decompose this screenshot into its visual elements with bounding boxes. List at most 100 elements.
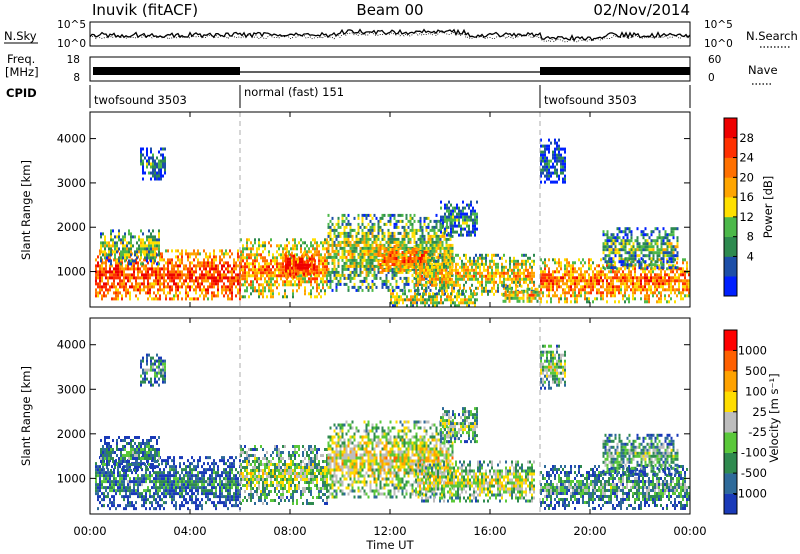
- data-cell: [580, 294, 582, 298]
- data-cell: [424, 301, 426, 305]
- data-cell: [141, 264, 143, 268]
- data-cell: [173, 264, 175, 268]
- data-cell: [451, 261, 454, 265]
- data-cell: [508, 299, 511, 303]
- data-cell: [347, 249, 350, 253]
- data-cell: [676, 279, 678, 283]
- data-cell: [102, 232, 104, 236]
- data-cell: [371, 273, 374, 277]
- data-cell: [389, 251, 392, 254]
- data-cell: [630, 239, 633, 243]
- data-cell: [421, 228, 424, 232]
- data-cell: [443, 283, 445, 287]
- data-cell: [431, 258, 434, 262]
- data-cell: [672, 248, 675, 252]
- data-cell: [121, 294, 123, 298]
- data-cell: [626, 276, 628, 280]
- data-cell: [517, 268, 519, 272]
- data-cell: [161, 255, 163, 259]
- data-cell: [452, 206, 454, 210]
- data-cell: [97, 468, 99, 472]
- colorbar-swatch: [724, 216, 737, 237]
- data-cell: [397, 225, 400, 229]
- data-cell: [379, 228, 382, 232]
- data-cell: [596, 276, 598, 280]
- data-cell: [460, 212, 462, 216]
- data-cell: [181, 285, 183, 289]
- data-cell: [554, 282, 556, 286]
- data-cell: [546, 282, 548, 286]
- data-cell: [448, 206, 450, 210]
- data-cell: [640, 297, 642, 301]
- data-cell: [209, 270, 211, 274]
- data-cell: [411, 251, 414, 254]
- data-cell: [552, 258, 554, 262]
- data-cell: [526, 287, 529, 291]
- data-cell: [365, 285, 368, 289]
- data-cell: [429, 249, 432, 253]
- data-cell: [612, 251, 615, 255]
- data-cell: [644, 260, 647, 264]
- data-cell: [435, 219, 438, 223]
- data-cell: [209, 276, 211, 280]
- data-cell: [447, 292, 449, 296]
- data-cell: [287, 257, 289, 261]
- data-cell: [474, 209, 476, 213]
- data-cell: [381, 261, 384, 265]
- data-cell: [582, 276, 584, 280]
- data-cell: [548, 177, 550, 181]
- data-cell: [415, 265, 417, 269]
- data-cell: [151, 267, 153, 271]
- data-cell: [660, 270, 662, 274]
- data-cell: [130, 262, 132, 266]
- data-cell: [217, 276, 219, 280]
- data-cell: [444, 203, 446, 207]
- data-cell: [638, 245, 641, 249]
- data-cell: [656, 251, 659, 255]
- data-cell: [454, 224, 456, 228]
- data-cell: [314, 274, 316, 278]
- data-cell: [110, 262, 112, 266]
- data-cell: [394, 298, 396, 302]
- data-cell: [443, 274, 445, 278]
- data-cell: [464, 206, 466, 210]
- data-cell: [148, 235, 150, 239]
- data-cell: [670, 270, 672, 274]
- data-cell: [357, 222, 360, 226]
- data-cell: [287, 254, 289, 258]
- data-cell: [379, 276, 382, 280]
- data-cell: [678, 291, 680, 295]
- data-cell: [209, 285, 211, 289]
- data-cell: [550, 297, 552, 301]
- data-cell: [105, 264, 107, 268]
- data-cell: [343, 264, 346, 268]
- data-cell: [128, 250, 130, 254]
- data-cell: [654, 227, 657, 231]
- data-cell: [164, 168, 166, 172]
- data-cell: [510, 287, 513, 291]
- data-cell: [397, 264, 400, 268]
- data-cell: [148, 162, 150, 166]
- data-cell: [142, 247, 144, 251]
- data-cell: [314, 268, 316, 272]
- data-cell: [252, 247, 254, 251]
- data-cell: [678, 276, 680, 280]
- data-cell: [411, 257, 414, 260]
- data-cell: [412, 301, 414, 305]
- data-cell: [624, 291, 626, 295]
- data-cell: [133, 288, 135, 292]
- data-cell: [108, 250, 110, 254]
- data-cell: [347, 288, 350, 292]
- data-cell: [286, 277, 288, 281]
- data-cell: [381, 255, 384, 259]
- data-cell: [433, 277, 435, 281]
- data-cell: [560, 267, 562, 271]
- data-cell: [225, 249, 227, 253]
- data-cell: [425, 248, 428, 251]
- data-cell: [300, 247, 302, 251]
- data-cell: [339, 225, 342, 229]
- data-cell: [415, 240, 418, 244]
- data-cell: [440, 215, 442, 219]
- data-cell: [417, 283, 419, 287]
- data-cell: [181, 276, 183, 280]
